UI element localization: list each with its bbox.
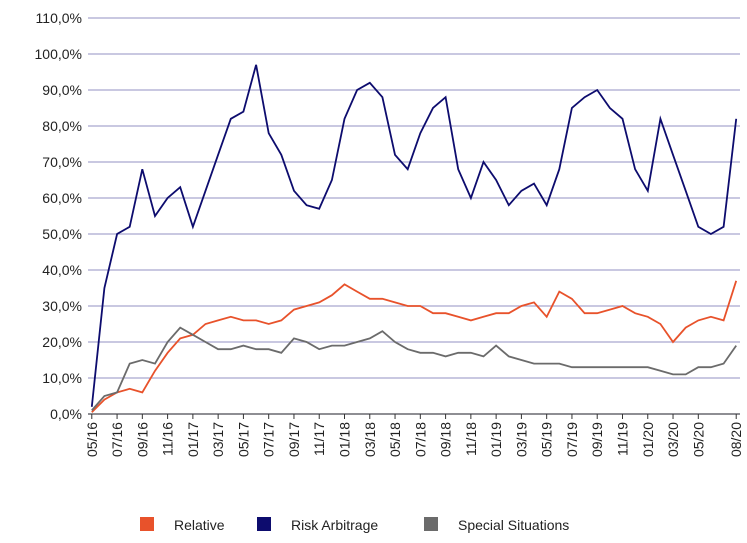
legend-swatch — [140, 517, 154, 531]
x-tick-label: 05/20 — [690, 422, 706, 457]
x-tick-label: 03/19 — [513, 422, 529, 457]
x-tick-label: 07/17 — [261, 422, 277, 457]
y-tick-label: 60,0% — [42, 190, 82, 206]
x-tick-label: 09/16 — [134, 422, 150, 457]
x-tick-label: 07/16 — [109, 422, 125, 457]
legend-label: Risk Arbitrage — [291, 517, 378, 533]
x-tick-label: 05/16 — [84, 422, 100, 457]
legend-swatch — [257, 517, 271, 531]
x-tick-label: 07/19 — [564, 422, 580, 457]
legend-swatch — [424, 517, 438, 531]
y-tick-label: 100,0% — [35, 46, 82, 62]
x-tick-label: 01/18 — [337, 422, 353, 457]
y-tick-label: 10,0% — [42, 370, 82, 386]
x-tick-label: 11/16 — [160, 422, 176, 456]
x-tick-label: 11/18 — [463, 422, 479, 456]
y-tick-label: 110,0% — [36, 10, 82, 26]
y-tick-label: 70,0% — [42, 154, 82, 170]
y-tick-label: 90,0% — [42, 82, 82, 98]
x-tick-label: 07/18 — [412, 422, 428, 457]
x-tick-label: 11/17 — [311, 422, 327, 456]
x-tick-label: 03/17 — [210, 422, 226, 457]
x-tick-label: 11/19 — [614, 422, 630, 456]
series-line — [90, 64, 738, 407]
x-tick-label: 08/20 — [728, 422, 744, 457]
legend-label: Relative — [174, 517, 225, 533]
y-tick-label: 20,0% — [42, 334, 82, 350]
x-tick-label: 05/17 — [235, 422, 251, 457]
y-tick-label: 0,0% — [50, 406, 82, 422]
y-tick-label: 50,0% — [42, 226, 82, 242]
x-tick-label: 09/17 — [286, 422, 302, 457]
y-tick-label: 30,0% — [42, 298, 82, 314]
series-line — [91, 280, 738, 413]
x-tick-label: 01/19 — [488, 422, 504, 457]
series-line — [91, 326, 737, 411]
x-tick-label: 09/18 — [438, 422, 454, 457]
x-tick-label: 05/18 — [387, 422, 403, 457]
x-tick-label: 03/18 — [362, 422, 378, 457]
x-tick-label: 01/17 — [185, 422, 201, 457]
x-tick-label: 09/19 — [589, 422, 605, 457]
x-tick-label: 05/19 — [539, 422, 555, 457]
legend-label: Special Situations — [458, 517, 569, 533]
x-tick-label: 01/20 — [640, 422, 656, 457]
y-tick-label: 40,0% — [42, 262, 82, 278]
x-tick-label: 03/20 — [665, 422, 681, 457]
y-tick-label: 80,0% — [42, 118, 82, 134]
